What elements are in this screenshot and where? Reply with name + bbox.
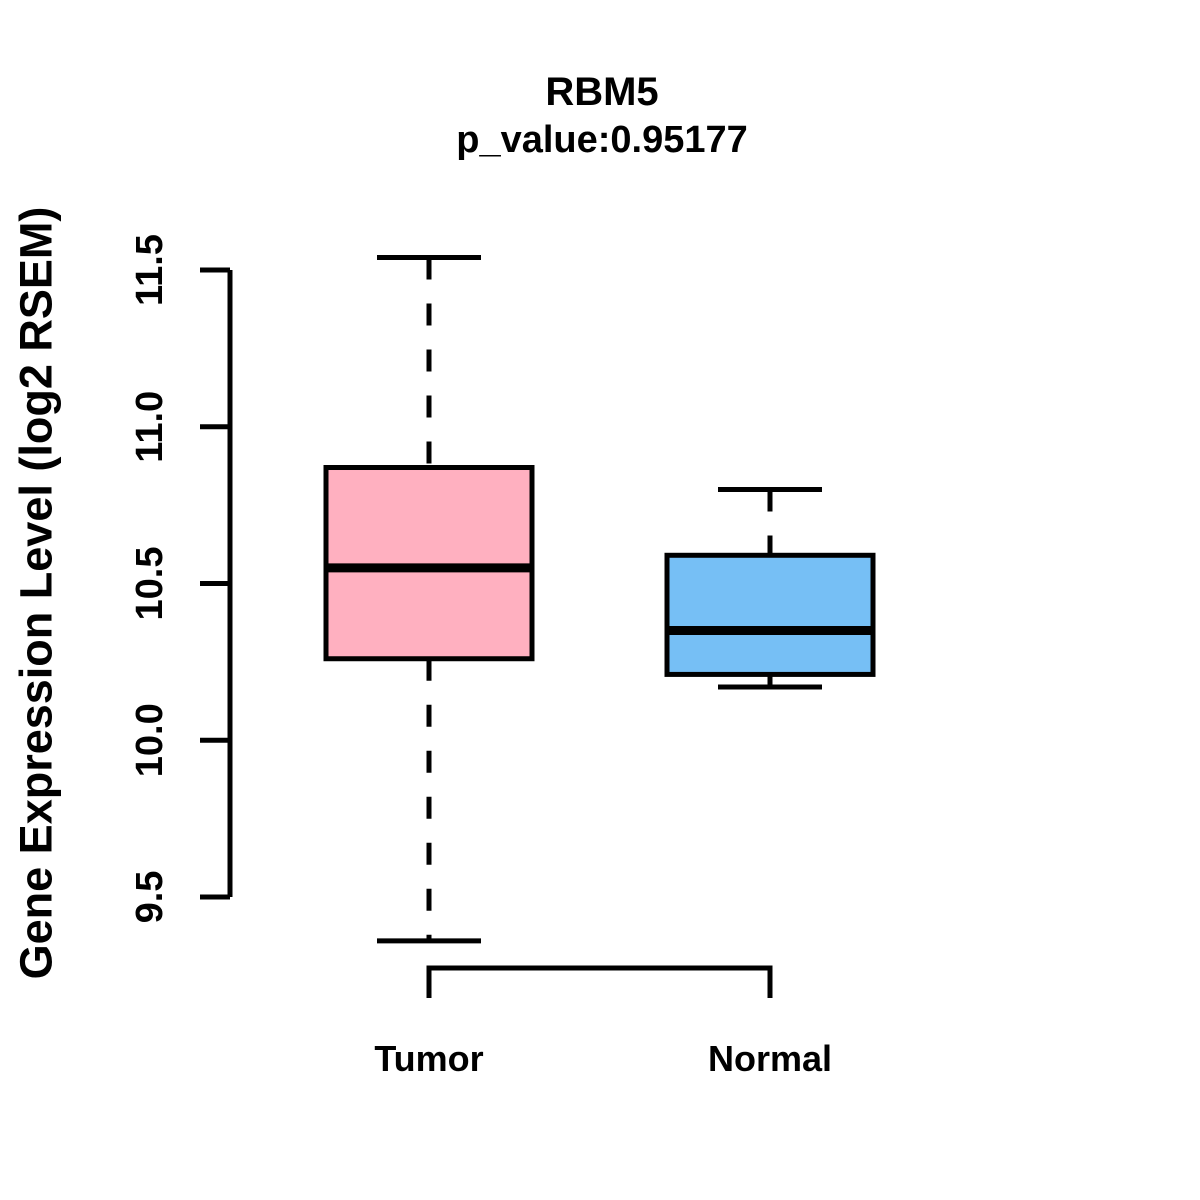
x-label-normal: Normal: [708, 1038, 832, 1079]
x-axis-bracket: [426, 965, 773, 998]
y-tick-label: 11.5: [129, 234, 171, 306]
y-tick-label: 9.5: [129, 871, 171, 924]
normal-box: [664, 552, 876, 677]
x-label-tumor: Tumor: [374, 1038, 483, 1079]
y-axis-ticks: 9.5 10.0 10.5 11.0 11.5: [129, 234, 230, 923]
boxplot-normal: [664, 486, 876, 690]
chart-subtitle: p_value:0.95177: [456, 119, 748, 161]
chart-title: RBM5: [545, 70, 658, 114]
y-tick-label: 11.0: [129, 391, 171, 463]
y-axis-label: Gene Expression Level (log2 RSEM): [11, 207, 62, 980]
tumor-box: [323, 465, 535, 662]
y-tick-label: 10.5: [129, 547, 171, 621]
y-tick-label: 10.0: [129, 703, 171, 777]
boxplot-tumor: [323, 254, 535, 944]
